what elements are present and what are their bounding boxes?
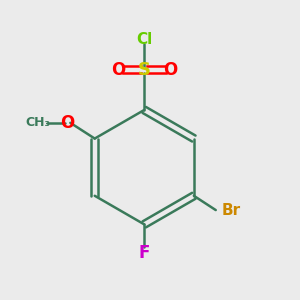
Text: Cl: Cl	[136, 32, 152, 47]
Text: F: F	[139, 244, 150, 262]
Text: O: O	[163, 61, 177, 79]
Text: Br: Br	[221, 202, 241, 217]
Text: O: O	[60, 114, 75, 132]
Text: S: S	[138, 61, 151, 79]
Text: CH₃: CH₃	[25, 116, 50, 129]
Text: O: O	[111, 61, 126, 79]
